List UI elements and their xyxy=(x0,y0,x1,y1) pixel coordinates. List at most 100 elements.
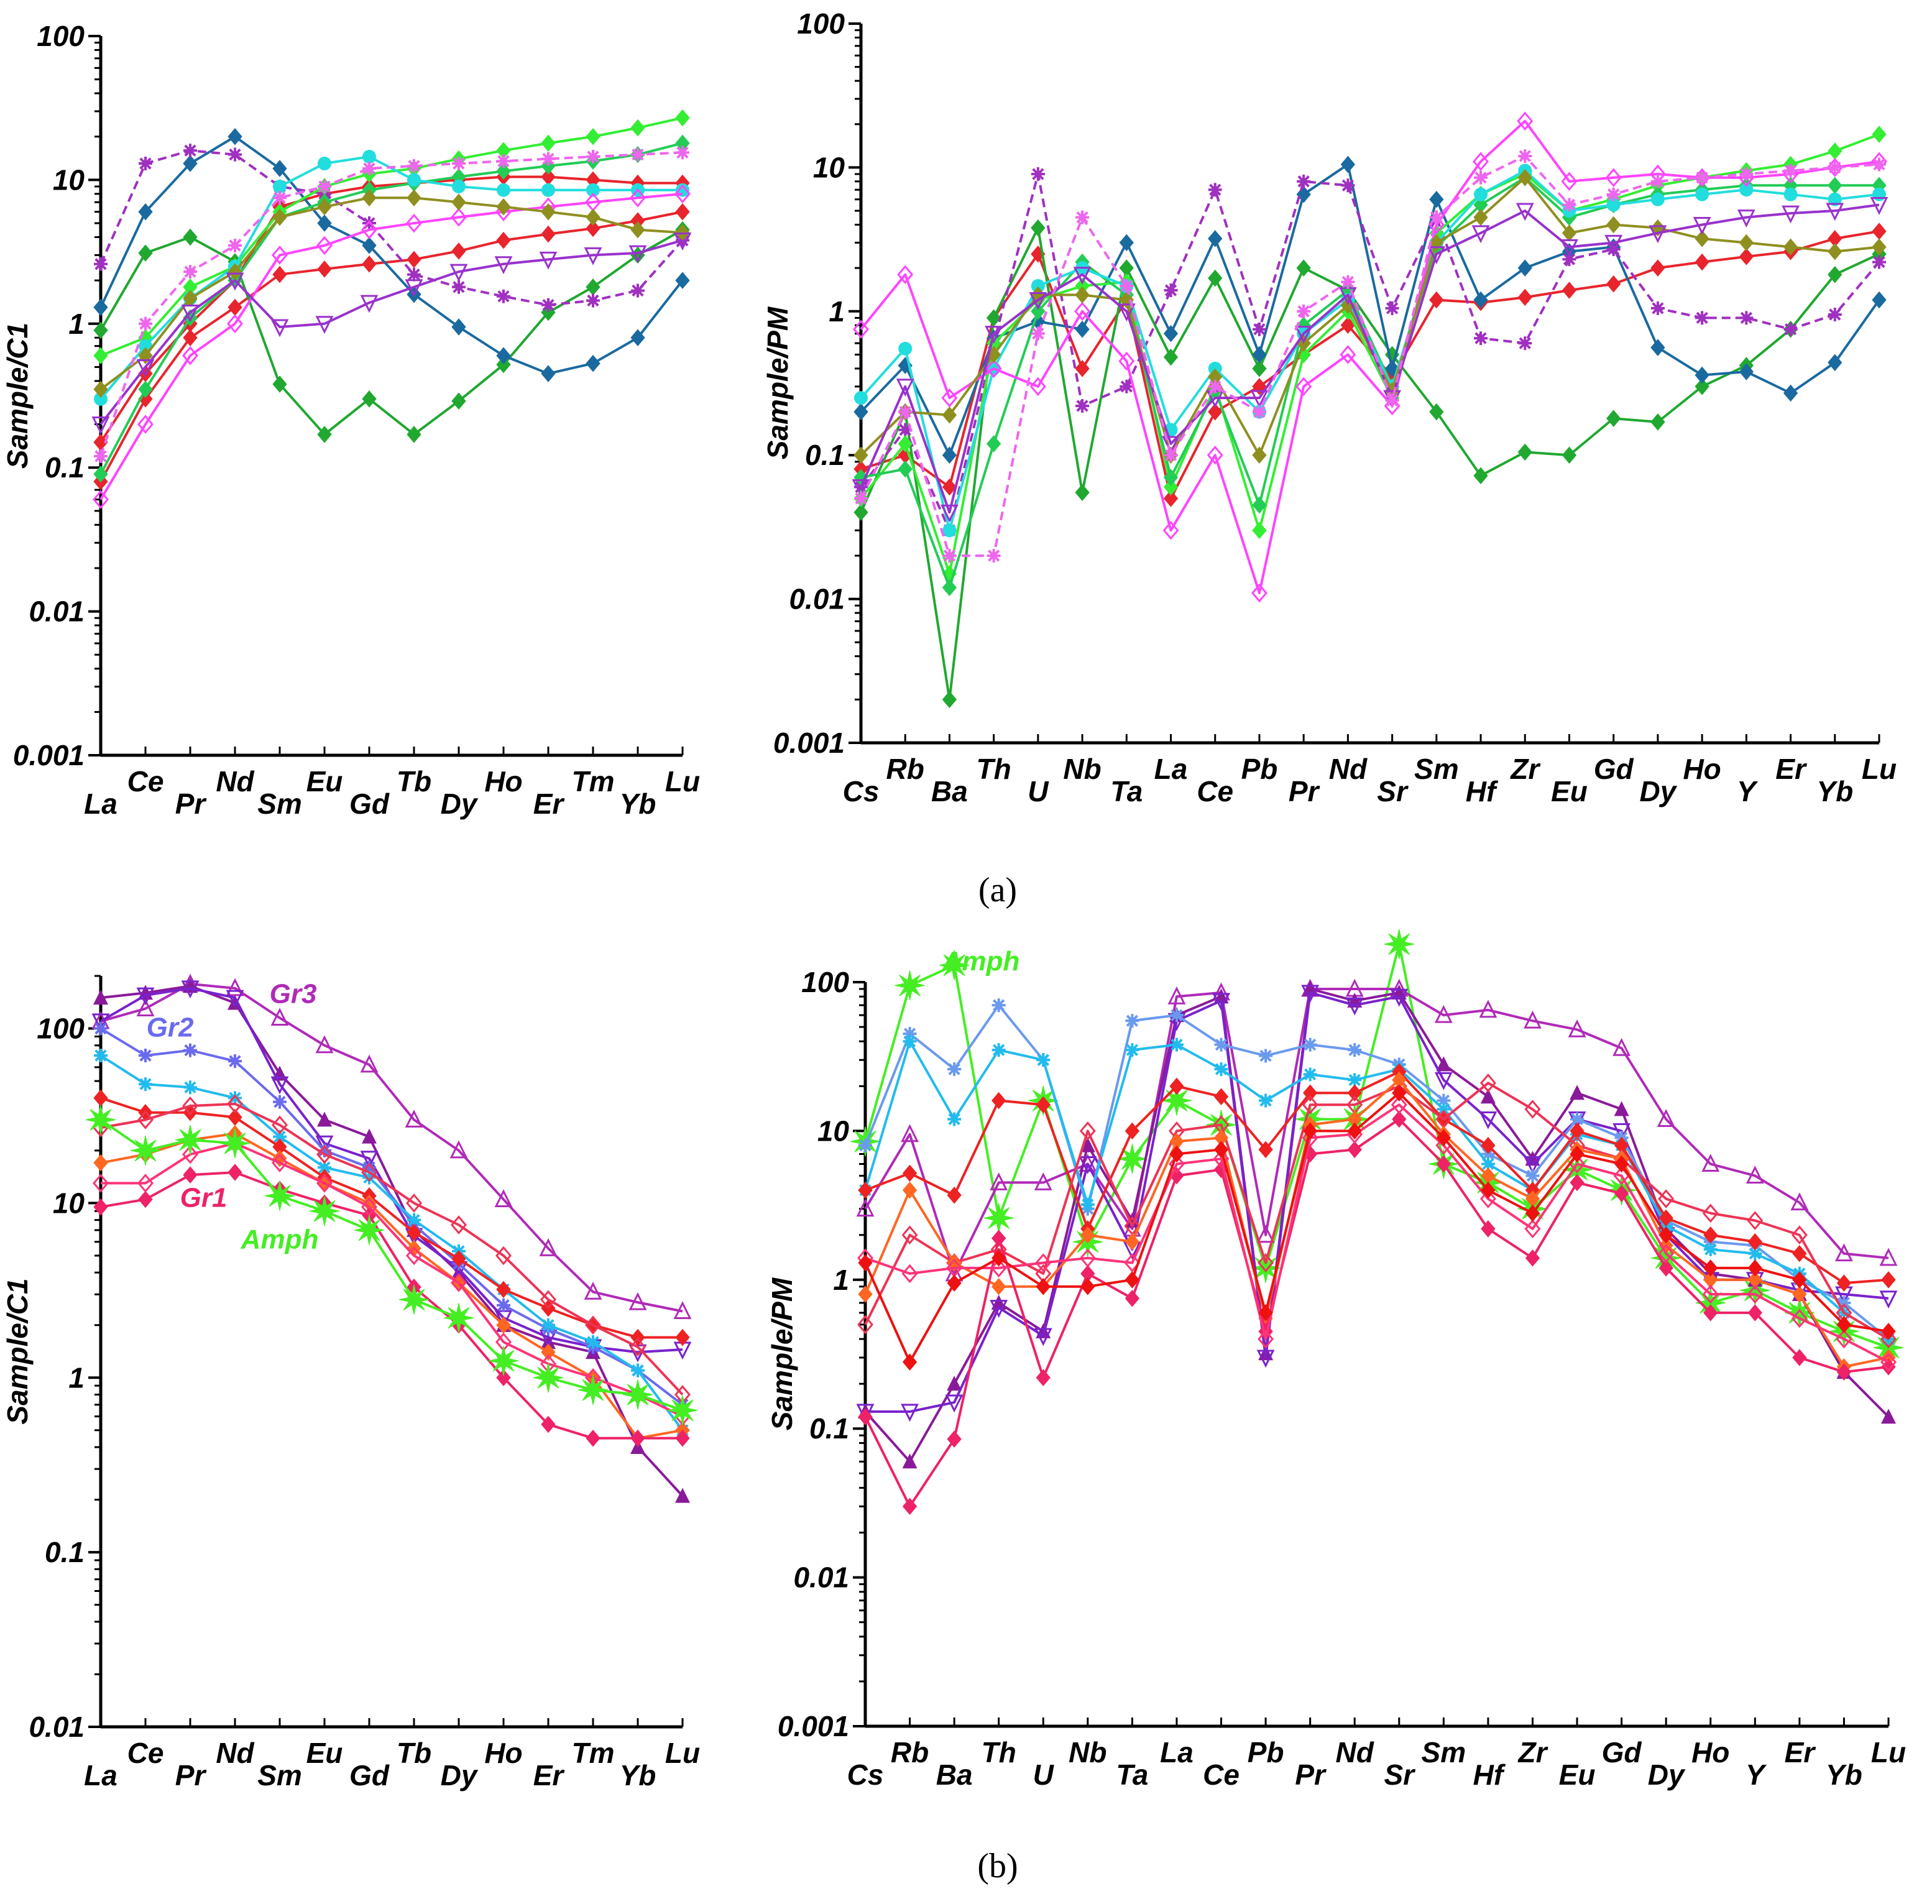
data-point-yb xyxy=(631,1363,645,1377)
data-point-yb xyxy=(628,1292,647,1310)
data-point-ce xyxy=(1213,1141,1229,1159)
data-point-th xyxy=(990,1172,1008,1190)
data-point-th xyxy=(983,1203,1014,1233)
data-point-sm xyxy=(272,246,288,265)
data-point-y xyxy=(1747,1233,1762,1251)
data-point-nb xyxy=(1075,320,1090,338)
data-point-pr xyxy=(183,155,198,172)
data-point-rb xyxy=(898,405,913,419)
data-point-sm xyxy=(1429,210,1443,224)
x-tick-label-ta: Ta xyxy=(1116,1759,1148,1791)
data-point-la xyxy=(1168,1154,1185,1174)
data-point-ba xyxy=(939,950,970,980)
data-point-nb xyxy=(1075,210,1090,224)
series-line xyxy=(99,192,683,500)
data-point-u xyxy=(1031,303,1046,320)
data-point-sm xyxy=(1436,1129,1451,1147)
data-point-er xyxy=(1783,322,1798,336)
data-point-pr xyxy=(1297,174,1311,188)
data-point-sm xyxy=(1434,1005,1453,1023)
x-tick-label-la: La xyxy=(1154,753,1188,785)
data-point-la xyxy=(94,257,108,271)
data-point-sr xyxy=(1392,1084,1407,1102)
data-point-sm xyxy=(272,1115,288,1135)
x-tick-label-ta: Ta xyxy=(1110,775,1143,807)
data-point-hf xyxy=(1479,1000,1497,1018)
series-9 xyxy=(93,189,690,398)
series-1 xyxy=(93,168,690,451)
series-line xyxy=(860,155,1880,557)
data-point-cs xyxy=(853,403,868,421)
data-point-hf xyxy=(1479,1073,1496,1093)
data-point-rb xyxy=(901,1124,919,1143)
data-point-er xyxy=(1782,205,1800,224)
data-point-ho xyxy=(1702,1284,1719,1304)
y-tick-label: 0.1 xyxy=(45,451,85,484)
data-point-ba xyxy=(942,579,957,597)
x-tick-label-sm: Sm xyxy=(1422,1736,1466,1768)
annotation-gr1: Gr1 xyxy=(180,1183,228,1213)
data-point-ba xyxy=(942,523,957,538)
data-point-hf xyxy=(1481,1147,1495,1161)
data-point-dy xyxy=(1658,1259,1673,1277)
data-point-rb xyxy=(902,1181,918,1199)
data-point-pr xyxy=(182,1096,198,1116)
data-point-sm xyxy=(273,1095,287,1109)
data-point-eu xyxy=(317,214,332,232)
data-point-yb xyxy=(1837,1295,1851,1310)
data-point-zr xyxy=(1518,336,1532,351)
data-point-cs xyxy=(858,1408,873,1426)
x-tick-label-er: Er xyxy=(1775,753,1807,785)
data-point-ho xyxy=(1703,1226,1718,1244)
data-point-eu xyxy=(1562,252,1576,267)
data-point-pr xyxy=(183,144,197,158)
data-point-lu xyxy=(667,1395,698,1425)
data-point-u xyxy=(1034,1328,1052,1346)
data-point-pr xyxy=(175,1124,206,1155)
x-tick-label-nd: Nd xyxy=(1336,1736,1374,1768)
data-point-er xyxy=(541,1333,556,1349)
data-point-dy xyxy=(1658,1189,1675,1208)
panel-label-a: (a) xyxy=(978,871,1017,909)
data-point-gd xyxy=(362,390,377,408)
data-point-ce xyxy=(139,1077,152,1092)
data-point-u xyxy=(1036,1096,1051,1114)
data-point-ce xyxy=(1208,183,1222,197)
data-point-ta xyxy=(1118,351,1135,371)
data-point-eu xyxy=(317,260,332,278)
data-point-u xyxy=(1036,1369,1051,1386)
data-point-gd xyxy=(362,255,377,273)
series-5 xyxy=(93,109,690,364)
data-point-sm xyxy=(273,179,287,193)
data-point-yb xyxy=(1828,142,1842,160)
data-point-pr xyxy=(1295,377,1312,397)
data-point-cs xyxy=(854,491,868,505)
data-point-ho xyxy=(497,154,510,168)
x-tick-label-nd: Nd xyxy=(1329,753,1368,785)
y-axis-title: Sample/PM xyxy=(761,306,794,459)
data-point-ta xyxy=(1125,1043,1139,1057)
data-point-yb xyxy=(630,221,645,239)
data-point-hf xyxy=(1474,170,1488,185)
data-point-ba xyxy=(947,1112,962,1126)
data-point-rb xyxy=(902,1497,918,1515)
series-line xyxy=(99,228,683,436)
data-point-lu xyxy=(1872,291,1887,309)
data-point-er xyxy=(1792,1244,1807,1262)
data-point-ho xyxy=(1695,378,1709,395)
data-point-gd xyxy=(354,1215,385,1246)
data-point-lu xyxy=(1879,1290,1898,1309)
data-point-ho xyxy=(1695,311,1709,325)
annotation-amph: Amph xyxy=(241,1224,319,1254)
annotation-gr3: Gr3 xyxy=(270,979,317,1009)
data-point-zr xyxy=(1524,1219,1541,1239)
data-point-pr xyxy=(182,1144,198,1164)
data-point-cs xyxy=(853,320,869,339)
data-point-th xyxy=(985,326,1003,344)
data-point-eu xyxy=(1570,1122,1585,1140)
series-line xyxy=(99,1027,684,1406)
data-point-ho xyxy=(488,1345,519,1376)
x-tick-label-u: U xyxy=(1028,775,1049,807)
x-tick-label-y: Y xyxy=(1737,775,1759,807)
data-point-dy xyxy=(451,193,466,211)
